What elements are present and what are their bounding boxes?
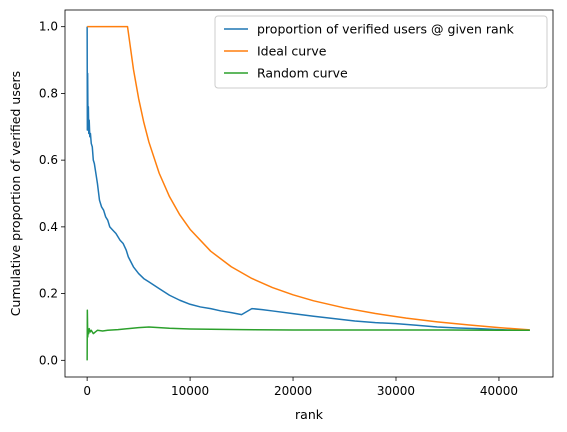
y-tick-label: 0.6	[39, 153, 58, 167]
plot-lines	[86, 25, 530, 361]
y-tick-label: 0.2	[39, 287, 58, 301]
x-tick-label: 30000	[377, 384, 415, 398]
legend-entry: proportion of verified users @ given ran…	[257, 22, 515, 37]
x-tick-label: 0	[83, 384, 91, 398]
legend-entry: Random curve	[257, 66, 348, 81]
y-tick-label: 0.4	[39, 220, 58, 234]
legend-box	[214, 15, 548, 89]
y-axis-label: Cumulative proportion of verified users	[8, 71, 23, 316]
y-tick-label: 0.0	[39, 353, 58, 367]
x-tick-label: 20000	[274, 384, 312, 398]
series-line-2	[87, 25, 530, 331]
x-tick-label: 10000	[171, 384, 209, 398]
y-axis-ticks: 0.0 0.2 0.4 0.6 0.8 1.0	[39, 20, 65, 367]
legend-entry: Ideal curve	[257, 44, 327, 59]
x-axis-label: rank	[295, 407, 324, 422]
series-line-3	[86, 309, 530, 361]
y-tick-label: 1.0	[39, 20, 58, 34]
y-tick-label: 0.8	[39, 86, 58, 100]
x-tick-label: 40000	[480, 384, 518, 398]
axes-frame	[64, 9, 554, 378]
x-axis-ticks: 0 10000 20000 30000 40000	[83, 377, 518, 398]
series-line-1	[86, 26, 530, 332]
legend: proportion of verified users @ given ran…	[214, 15, 548, 89]
